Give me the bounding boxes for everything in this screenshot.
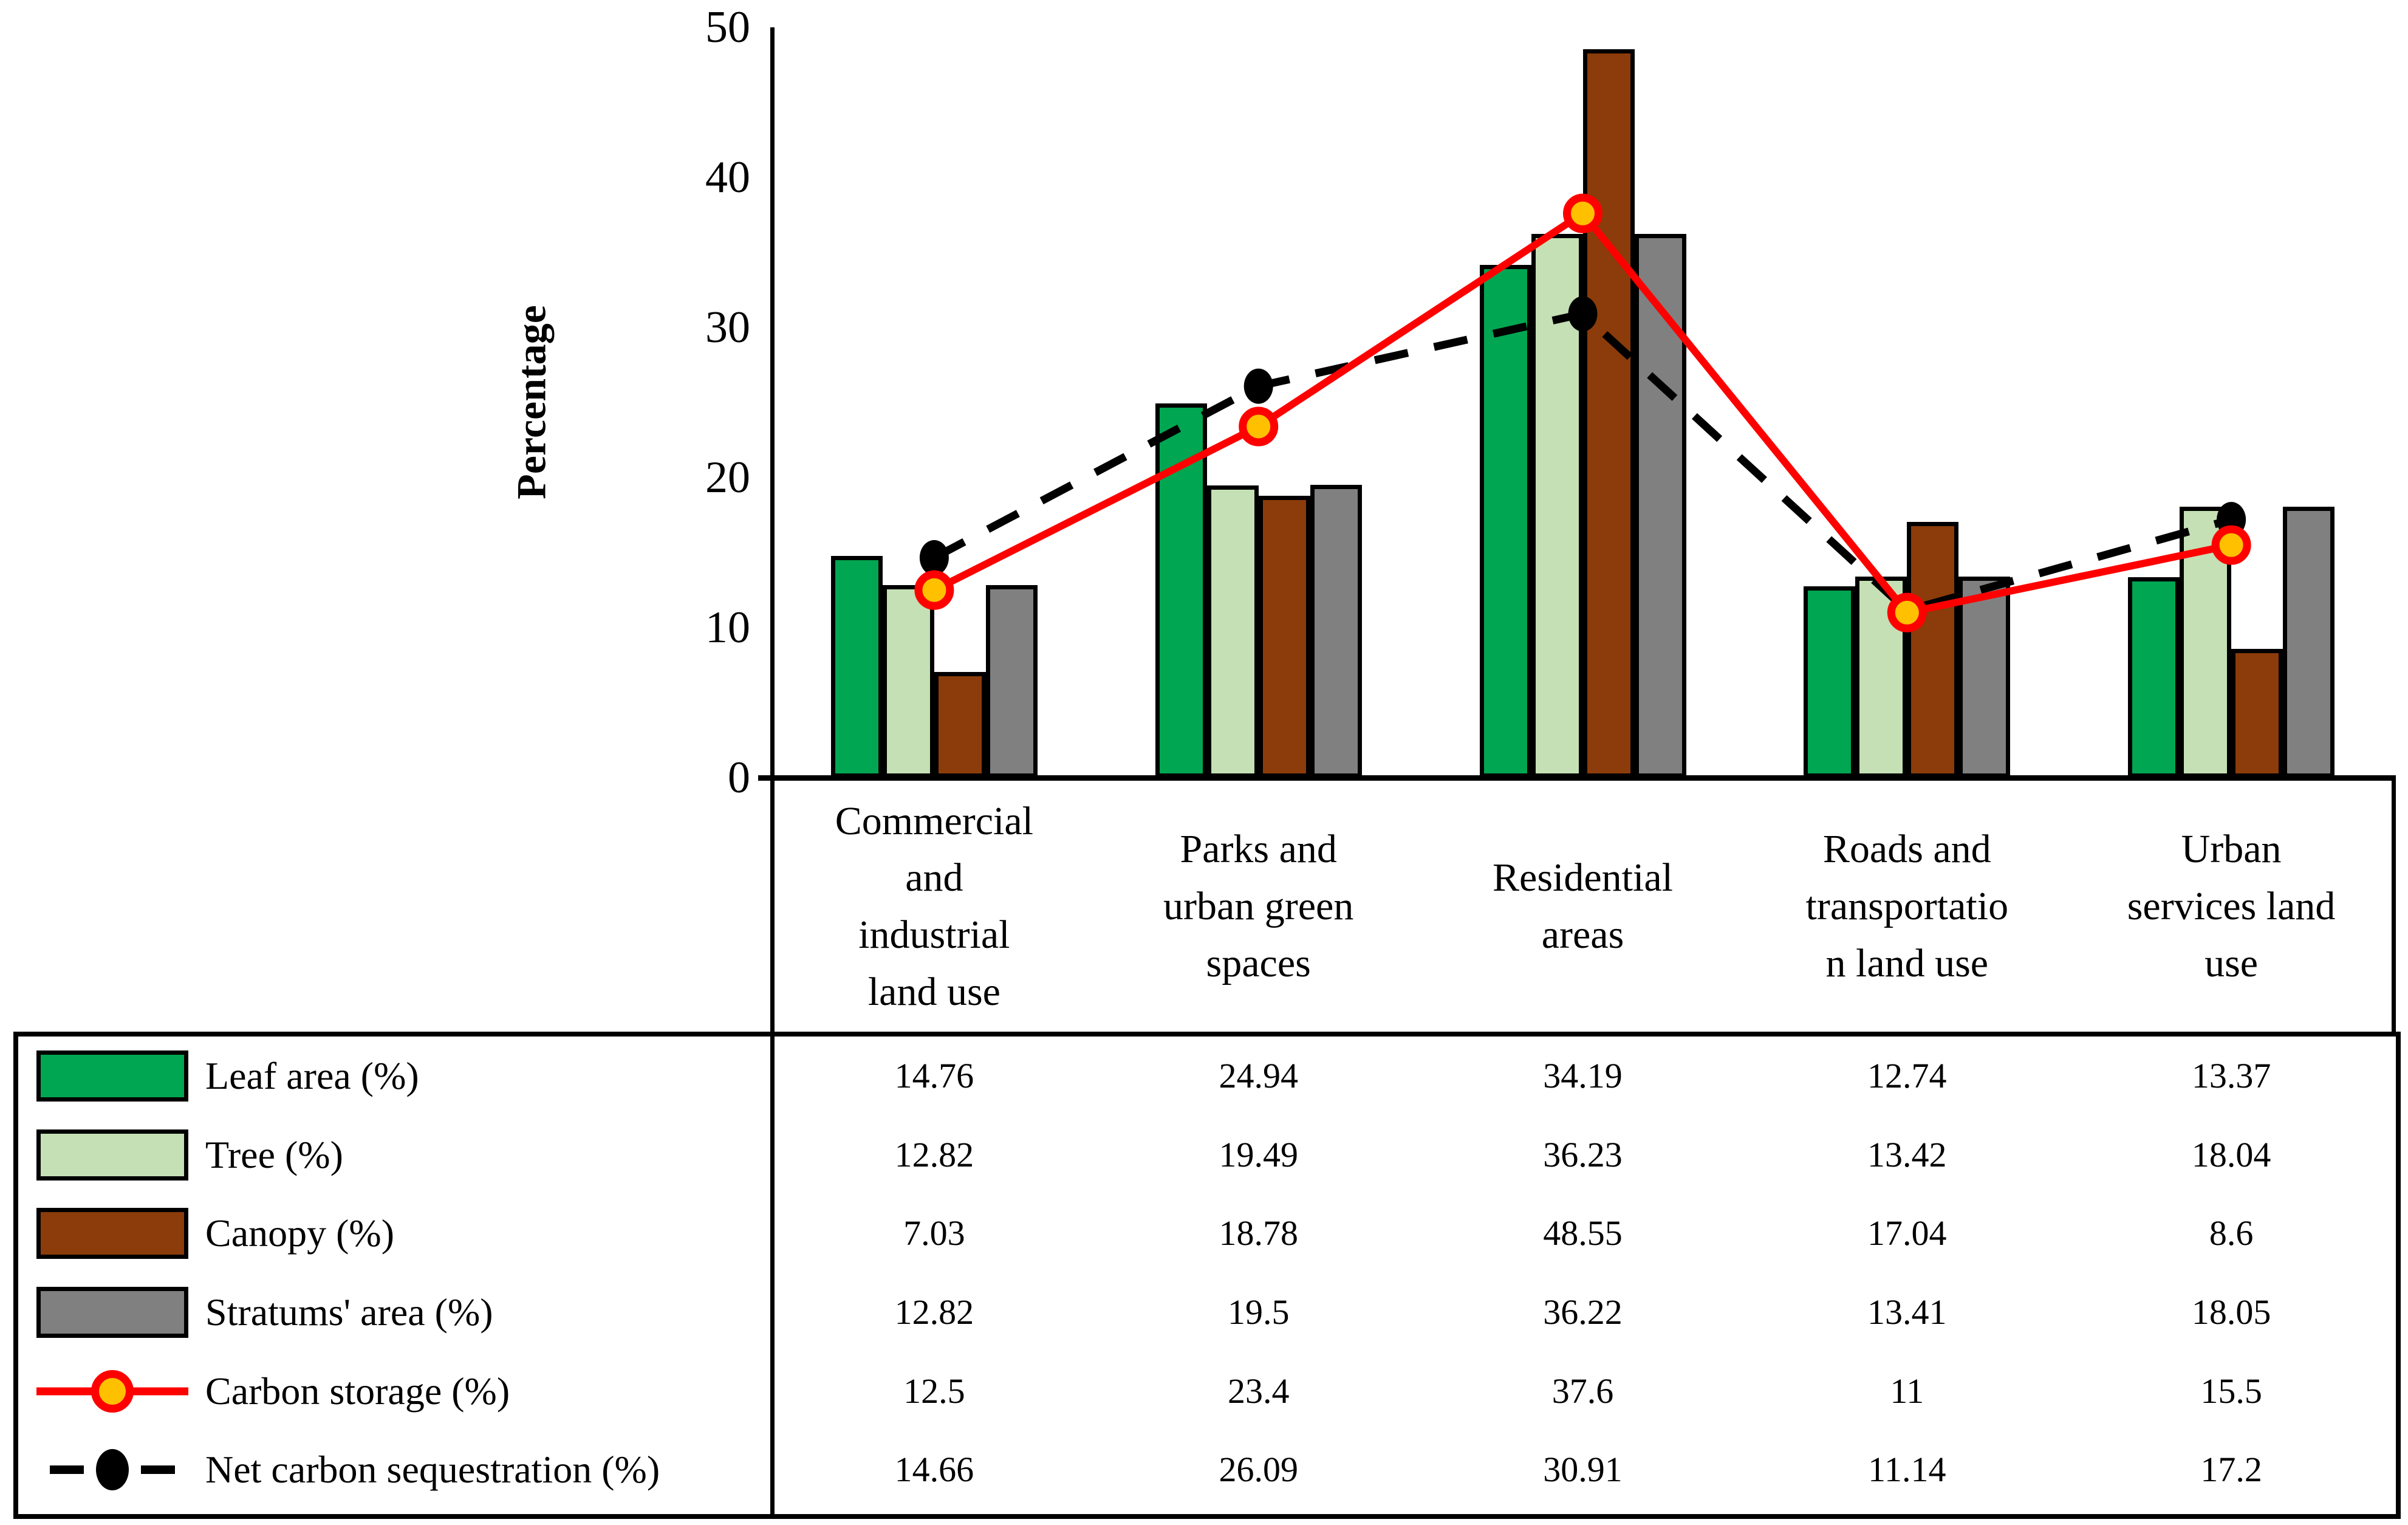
net-carbon-sequestration-line [932, 309, 2232, 615]
y-tick-label: 10 [705, 603, 750, 653]
table-value: 7.03 [903, 1213, 965, 1253]
y-tick-label: 30 [705, 303, 750, 352]
bar [1958, 576, 2011, 778]
legend-label: Net carbon sequestration (%) [205, 1448, 660, 1492]
category-label: Residential areas [1493, 855, 1673, 957]
bar [1582, 49, 1635, 778]
table-value: 11 [1890, 1371, 1924, 1411]
table-value: 15.5 [2200, 1371, 2262, 1411]
table-value: 14.66 [894, 1450, 974, 1490]
net-carbon-marker [1568, 296, 1598, 332]
table-value: 24.94 [1219, 1055, 1298, 1095]
x-axis-line [758, 775, 2396, 781]
carbon-storage-marker [1563, 193, 1602, 233]
legend-line-sample [36, 1366, 188, 1417]
category-label: Urban services land use [2127, 827, 2336, 985]
y-axis-line [770, 27, 775, 1514]
table-value: 18.78 [1219, 1213, 1298, 1253]
table-value: 34.19 [1543, 1055, 1623, 1095]
table-value: 23.4 [1227, 1371, 1290, 1411]
bar [2283, 507, 2335, 778]
legend-swatch [36, 1286, 188, 1338]
y-tick-label: 20 [705, 453, 750, 502]
table-value: 36.22 [1543, 1292, 1623, 1332]
table-value: 18.04 [2191, 1134, 2271, 1174]
table-value: 36.23 [1543, 1134, 1623, 1174]
table-value: 18.05 [2191, 1292, 2271, 1332]
y-tick-label: 50 [705, 2, 750, 52]
legend-dashed-line-sample [36, 1449, 188, 1491]
bar [985, 585, 1038, 778]
bar [1479, 264, 1531, 778]
table-value: 13.37 [2191, 1055, 2271, 1095]
table-value: 13.42 [1867, 1134, 1947, 1174]
category-label: Roads and transportatio n land use [1805, 827, 2009, 985]
bar [1804, 586, 1856, 778]
legend-row: Canopy (%) [36, 1197, 394, 1270]
legend-row: Carbon storage (%) [36, 1355, 510, 1428]
carbon-storage-marker [1887, 592, 1927, 632]
legend-label: Carbon storage (%) [205, 1369, 510, 1413]
table-value: 30.91 [1543, 1450, 1623, 1490]
legend-row: Stratums' area (%) [36, 1276, 493, 1349]
legend-row: Net carbon sequestration (%) [36, 1433, 660, 1506]
table-value: 26.09 [1219, 1450, 1298, 1490]
y-tick-label: 0 [728, 753, 750, 803]
table-value: 48.55 [1543, 1213, 1623, 1253]
category-label: Parks and urban green spaces [1163, 827, 1354, 985]
legend-swatch [36, 1050, 188, 1102]
data-table-border [13, 1032, 2401, 1519]
table-value: 11.14 [1868, 1450, 1946, 1490]
table-value: 14.76 [894, 1055, 974, 1095]
net-carbon-marker [1243, 368, 1273, 404]
net-carbon-marker [919, 540, 949, 575]
legend-row: Leaf area (%) [36, 1040, 419, 1112]
carbon-storage-marker [1239, 406, 1279, 447]
bar [1907, 522, 1959, 778]
table-value: 12.5 [903, 1371, 965, 1411]
table-value: 12.82 [894, 1134, 974, 1174]
legend-swatch [36, 1129, 188, 1181]
legend-row: Tree (%) [36, 1119, 343, 1191]
table-value: 17.2 [2200, 1450, 2262, 1490]
y-axis-title: Percentage [508, 305, 555, 499]
table-value: 37.6 [1551, 1371, 1614, 1411]
table-value: 8.6 [2209, 1213, 2254, 1253]
bar [2231, 648, 2283, 778]
table-value: 12.74 [1867, 1055, 1947, 1095]
legend-label: Stratums' area (%) [205, 1290, 493, 1334]
legend-swatch [36, 1208, 188, 1259]
bar [1206, 485, 1259, 778]
line-series-layer [914, 193, 2251, 632]
right-border-line [2392, 778, 2396, 1037]
legend-label: Tree (%) [205, 1133, 343, 1176]
table-value: 17.04 [1867, 1213, 1947, 1253]
legend-label: Leaf area (%) [205, 1054, 419, 1097]
bar [1258, 496, 1310, 778]
legend-label: Canopy (%) [205, 1211, 395, 1255]
y-tick-label: 40 [705, 152, 750, 202]
table-value: 12.82 [894, 1292, 974, 1332]
carbon-storage-marker [2211, 525, 2251, 565]
carbon-storage-marker [914, 570, 954, 610]
table-value: 19.49 [1219, 1134, 1298, 1174]
table-value: 13.41 [1867, 1292, 1947, 1332]
table-value: 19.5 [1227, 1292, 1290, 1332]
carbon-storage-line [932, 208, 2232, 617]
category-label: Commercial and industrial land use [835, 798, 1033, 1014]
bar [2128, 577, 2180, 778]
